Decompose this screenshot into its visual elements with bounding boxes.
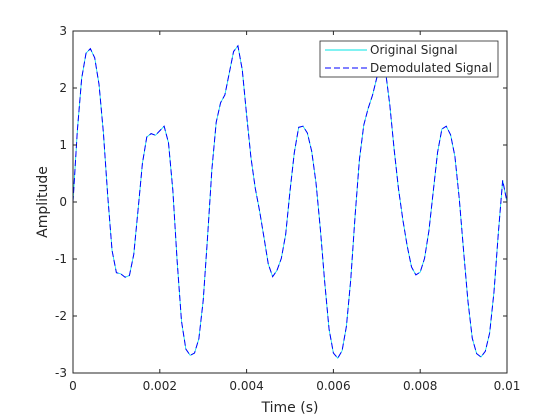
y-axis-label: Amplitude: [35, 166, 51, 238]
y-tick-label: 2: [59, 81, 67, 95]
y-tick-label: 1: [59, 138, 67, 152]
y-tick-label: 0: [59, 195, 67, 209]
x-tick-label: 0.002: [143, 379, 177, 393]
x-axis-ticks: 0 0.002 0.004 0.006 0.008 0.01: [69, 31, 520, 393]
plot-area: [73, 31, 507, 373]
x-tick-label: 0.004: [229, 379, 263, 393]
x-tick-label: 0: [69, 379, 77, 393]
y-tick-label: -1: [55, 252, 67, 266]
y-tick-label: -2: [55, 309, 67, 323]
series-layer: [72, 44, 508, 360]
x-tick-label: 0.008: [403, 379, 437, 393]
y-tick-label: 3: [59, 24, 67, 38]
y-tick-label: -3: [55, 366, 67, 380]
legend: Original Signal Demodulated Signal: [319, 40, 499, 78]
legend-label-demodulated-signal: Demodulated Signal: [370, 61, 492, 75]
x-tick-label: 0.01: [494, 379, 521, 393]
series-line-demodulated-signal: [72, 44, 508, 360]
legend-box: [319, 40, 499, 78]
y-axis-ticks: 3 2 1 0 -1 -2 -3: [55, 24, 507, 380]
x-axis-label: Time (s): [261, 400, 319, 416]
x-tick-label: 0.006: [316, 379, 350, 393]
legend-label-original-signal: Original Signal: [370, 43, 458, 57]
